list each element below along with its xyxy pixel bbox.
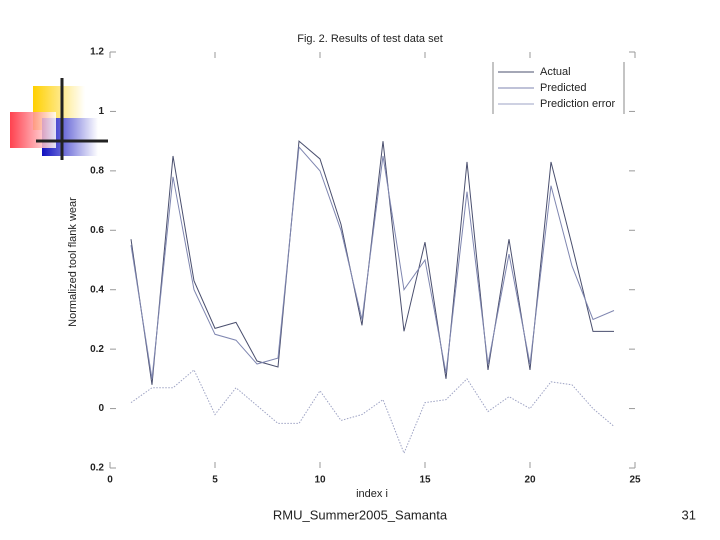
x-tick-label: 15 — [419, 475, 431, 486]
page-number: 31 — [682, 507, 696, 522]
y-tick-label: 0.8 — [90, 165, 104, 176]
y-tick-label: 0.4 — [90, 284, 104, 295]
y-axis-label: Normalized tool flank wear — [67, 197, 79, 327]
series-line — [130, 369, 615, 455]
y-tick-label: 0 — [98, 403, 104, 414]
chart-title: Fig. 2. Results of test data set — [297, 33, 443, 45]
y-tick-label: 1.2 — [90, 47, 104, 58]
legend-label: Predicted — [540, 82, 586, 94]
series-line — [130, 145, 615, 379]
y-tick-label: 0.2 — [90, 463, 104, 474]
x-axis-label: index i — [356, 488, 388, 500]
x-tick-label: 20 — [524, 475, 536, 486]
y-tick-label: 0.6 — [90, 225, 104, 236]
x-tick-label: 0 — [107, 475, 113, 486]
legend-label: Prediction error — [540, 98, 616, 110]
footer: RMU_Summer2005_Samanta — [273, 507, 448, 522]
decoration — [10, 78, 108, 160]
y-tick-label: 1 — [98, 106, 104, 117]
legend-label: Actual — [540, 66, 571, 78]
x-tick-label: 5 — [212, 475, 218, 486]
y-tick-label: 0.2 — [90, 344, 104, 355]
x-tick-label: 10 — [314, 475, 326, 486]
x-tick-label: 25 — [629, 475, 641, 486]
